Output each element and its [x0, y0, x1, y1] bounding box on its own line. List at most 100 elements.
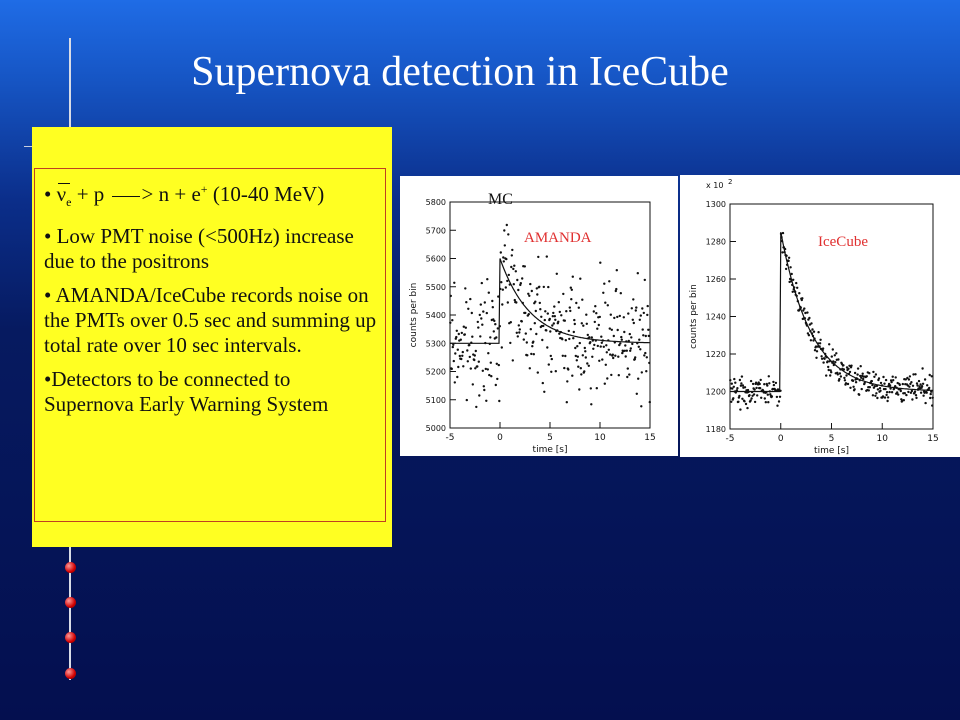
data-point	[518, 331, 521, 334]
data-point	[522, 338, 525, 341]
neutrino-subscript: e	[66, 195, 72, 210]
data-point	[541, 338, 544, 342]
data-point	[564, 354, 567, 358]
data-point	[746, 388, 750, 392]
bullet-records: • AMANDA/IceCube records noise on the PM…	[44, 283, 377, 358]
data-point	[810, 322, 813, 325]
data-point	[461, 354, 464, 357]
data-point	[920, 385, 924, 388]
data-point	[612, 356, 615, 360]
data-point	[569, 286, 572, 289]
data-point	[899, 389, 902, 393]
data-point	[567, 368, 570, 371]
data-point	[453, 281, 456, 284]
optical-module-icon	[65, 632, 76, 643]
data-point	[821, 347, 825, 350]
data-point	[474, 349, 477, 353]
data-point	[623, 349, 626, 352]
data-point	[811, 328, 814, 331]
data-point	[613, 316, 616, 320]
data-point	[452, 343, 455, 346]
data-point	[809, 339, 813, 342]
data-point	[603, 382, 606, 385]
data-point	[558, 332, 561, 335]
data-point	[836, 373, 839, 376]
data-point	[500, 281, 503, 284]
data-point	[904, 378, 907, 381]
data-point	[550, 370, 553, 373]
data-point	[888, 390, 891, 394]
data-point	[819, 338, 822, 341]
data-point	[833, 354, 836, 357]
data-point	[579, 277, 582, 280]
data-point	[730, 400, 733, 403]
y-tick-label: 1180	[706, 425, 726, 434]
data-point	[829, 369, 832, 372]
data-point	[481, 369, 484, 372]
data-point	[466, 349, 469, 352]
data-point	[617, 355, 620, 358]
data-point	[842, 364, 845, 367]
data-point	[766, 384, 769, 387]
bullet-pmt-noise: • Low PMT noise (<500Hz) increase due to…	[44, 224, 354, 274]
data-point	[914, 394, 918, 397]
data-point	[817, 331, 820, 334]
data-point	[732, 397, 735, 400]
data-point	[758, 382, 761, 386]
data-point	[648, 400, 651, 404]
data-point	[868, 386, 871, 389]
x-tick-label: 15	[644, 433, 655, 443]
data-point	[774, 381, 778, 385]
data-point	[739, 384, 743, 387]
data-point	[627, 312, 630, 315]
data-point	[546, 312, 549, 315]
data-point	[602, 345, 605, 348]
data-point	[643, 278, 646, 282]
data-point	[572, 330, 575, 334]
data-point	[911, 384, 915, 387]
data-point	[506, 279, 509, 283]
data-point	[451, 345, 454, 349]
data-point	[894, 376, 897, 379]
data-point	[526, 354, 529, 357]
data-point	[481, 323, 484, 326]
data-point	[573, 318, 576, 322]
data-point	[902, 399, 905, 402]
data-point	[860, 376, 863, 379]
neutrino-symbol: ν	[56, 182, 69, 206]
data-point	[848, 364, 851, 367]
data-point	[871, 394, 875, 397]
data-point	[929, 396, 932, 400]
data-point	[854, 381, 858, 384]
data-point	[596, 344, 599, 348]
y-tick-label: 5100	[426, 396, 446, 405]
data-point	[626, 375, 629, 379]
data-point	[532, 353, 535, 356]
data-point	[535, 287, 538, 290]
data-point	[885, 391, 889, 394]
data-point	[874, 373, 878, 376]
data-point	[827, 368, 830, 372]
data-point	[928, 373, 931, 377]
data-point	[586, 333, 589, 337]
data-point	[584, 350, 587, 353]
data-point	[875, 392, 878, 395]
data-point	[766, 393, 769, 396]
data-point	[499, 251, 502, 254]
data-point	[775, 395, 779, 399]
data-point	[521, 277, 524, 280]
data-point	[590, 336, 593, 339]
data-point	[503, 229, 506, 232]
data-point	[463, 333, 466, 336]
data-point	[741, 397, 744, 400]
data-point	[570, 298, 573, 301]
data-point	[641, 328, 644, 331]
data-point	[813, 349, 817, 352]
data-point	[823, 357, 826, 360]
data-point	[554, 318, 557, 321]
data-point	[629, 347, 632, 350]
data-point	[575, 359, 578, 362]
data-point	[564, 339, 567, 342]
data-point	[885, 393, 888, 397]
data-point	[604, 363, 607, 366]
